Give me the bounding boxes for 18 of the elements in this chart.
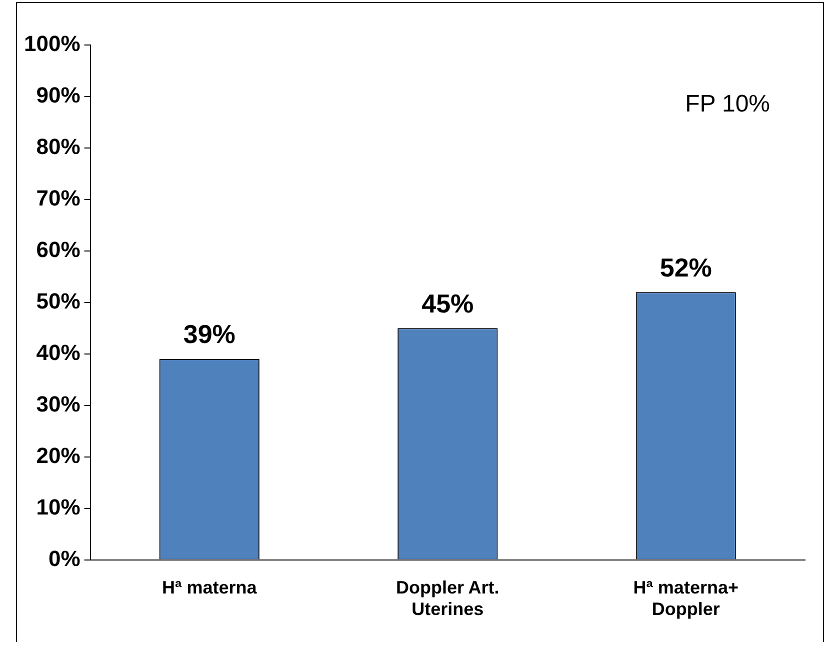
annotation: FP 10%: [685, 90, 770, 118]
y-tick-label: 30%: [36, 391, 80, 416]
data-label: 45%: [422, 288, 474, 318]
x-tick-label: Doppler Art. Uterines: [396, 578, 500, 620]
x-tick-label: Hª materna+ Doppler: [633, 578, 738, 620]
y-tick-label: 20%: [36, 442, 80, 468]
y-tick-label: 100%: [24, 31, 80, 56]
y-tick-label: 40%: [36, 340, 80, 365]
data-label: 52%: [660, 252, 712, 282]
y-tick-label: 80%: [36, 134, 80, 160]
y-tick-label: 0%: [48, 546, 80, 571]
y-tick-label: 60%: [36, 236, 80, 262]
y-tick-label: 70%: [36, 186, 80, 211]
y-tick-label: 10%: [36, 494, 80, 520]
x-tick-label: Hª materna: [162, 578, 258, 598]
data-label: 39%: [183, 319, 236, 350]
y-tick-label: 90%: [36, 82, 80, 108]
y-tick-label: 50%: [36, 288, 80, 314]
